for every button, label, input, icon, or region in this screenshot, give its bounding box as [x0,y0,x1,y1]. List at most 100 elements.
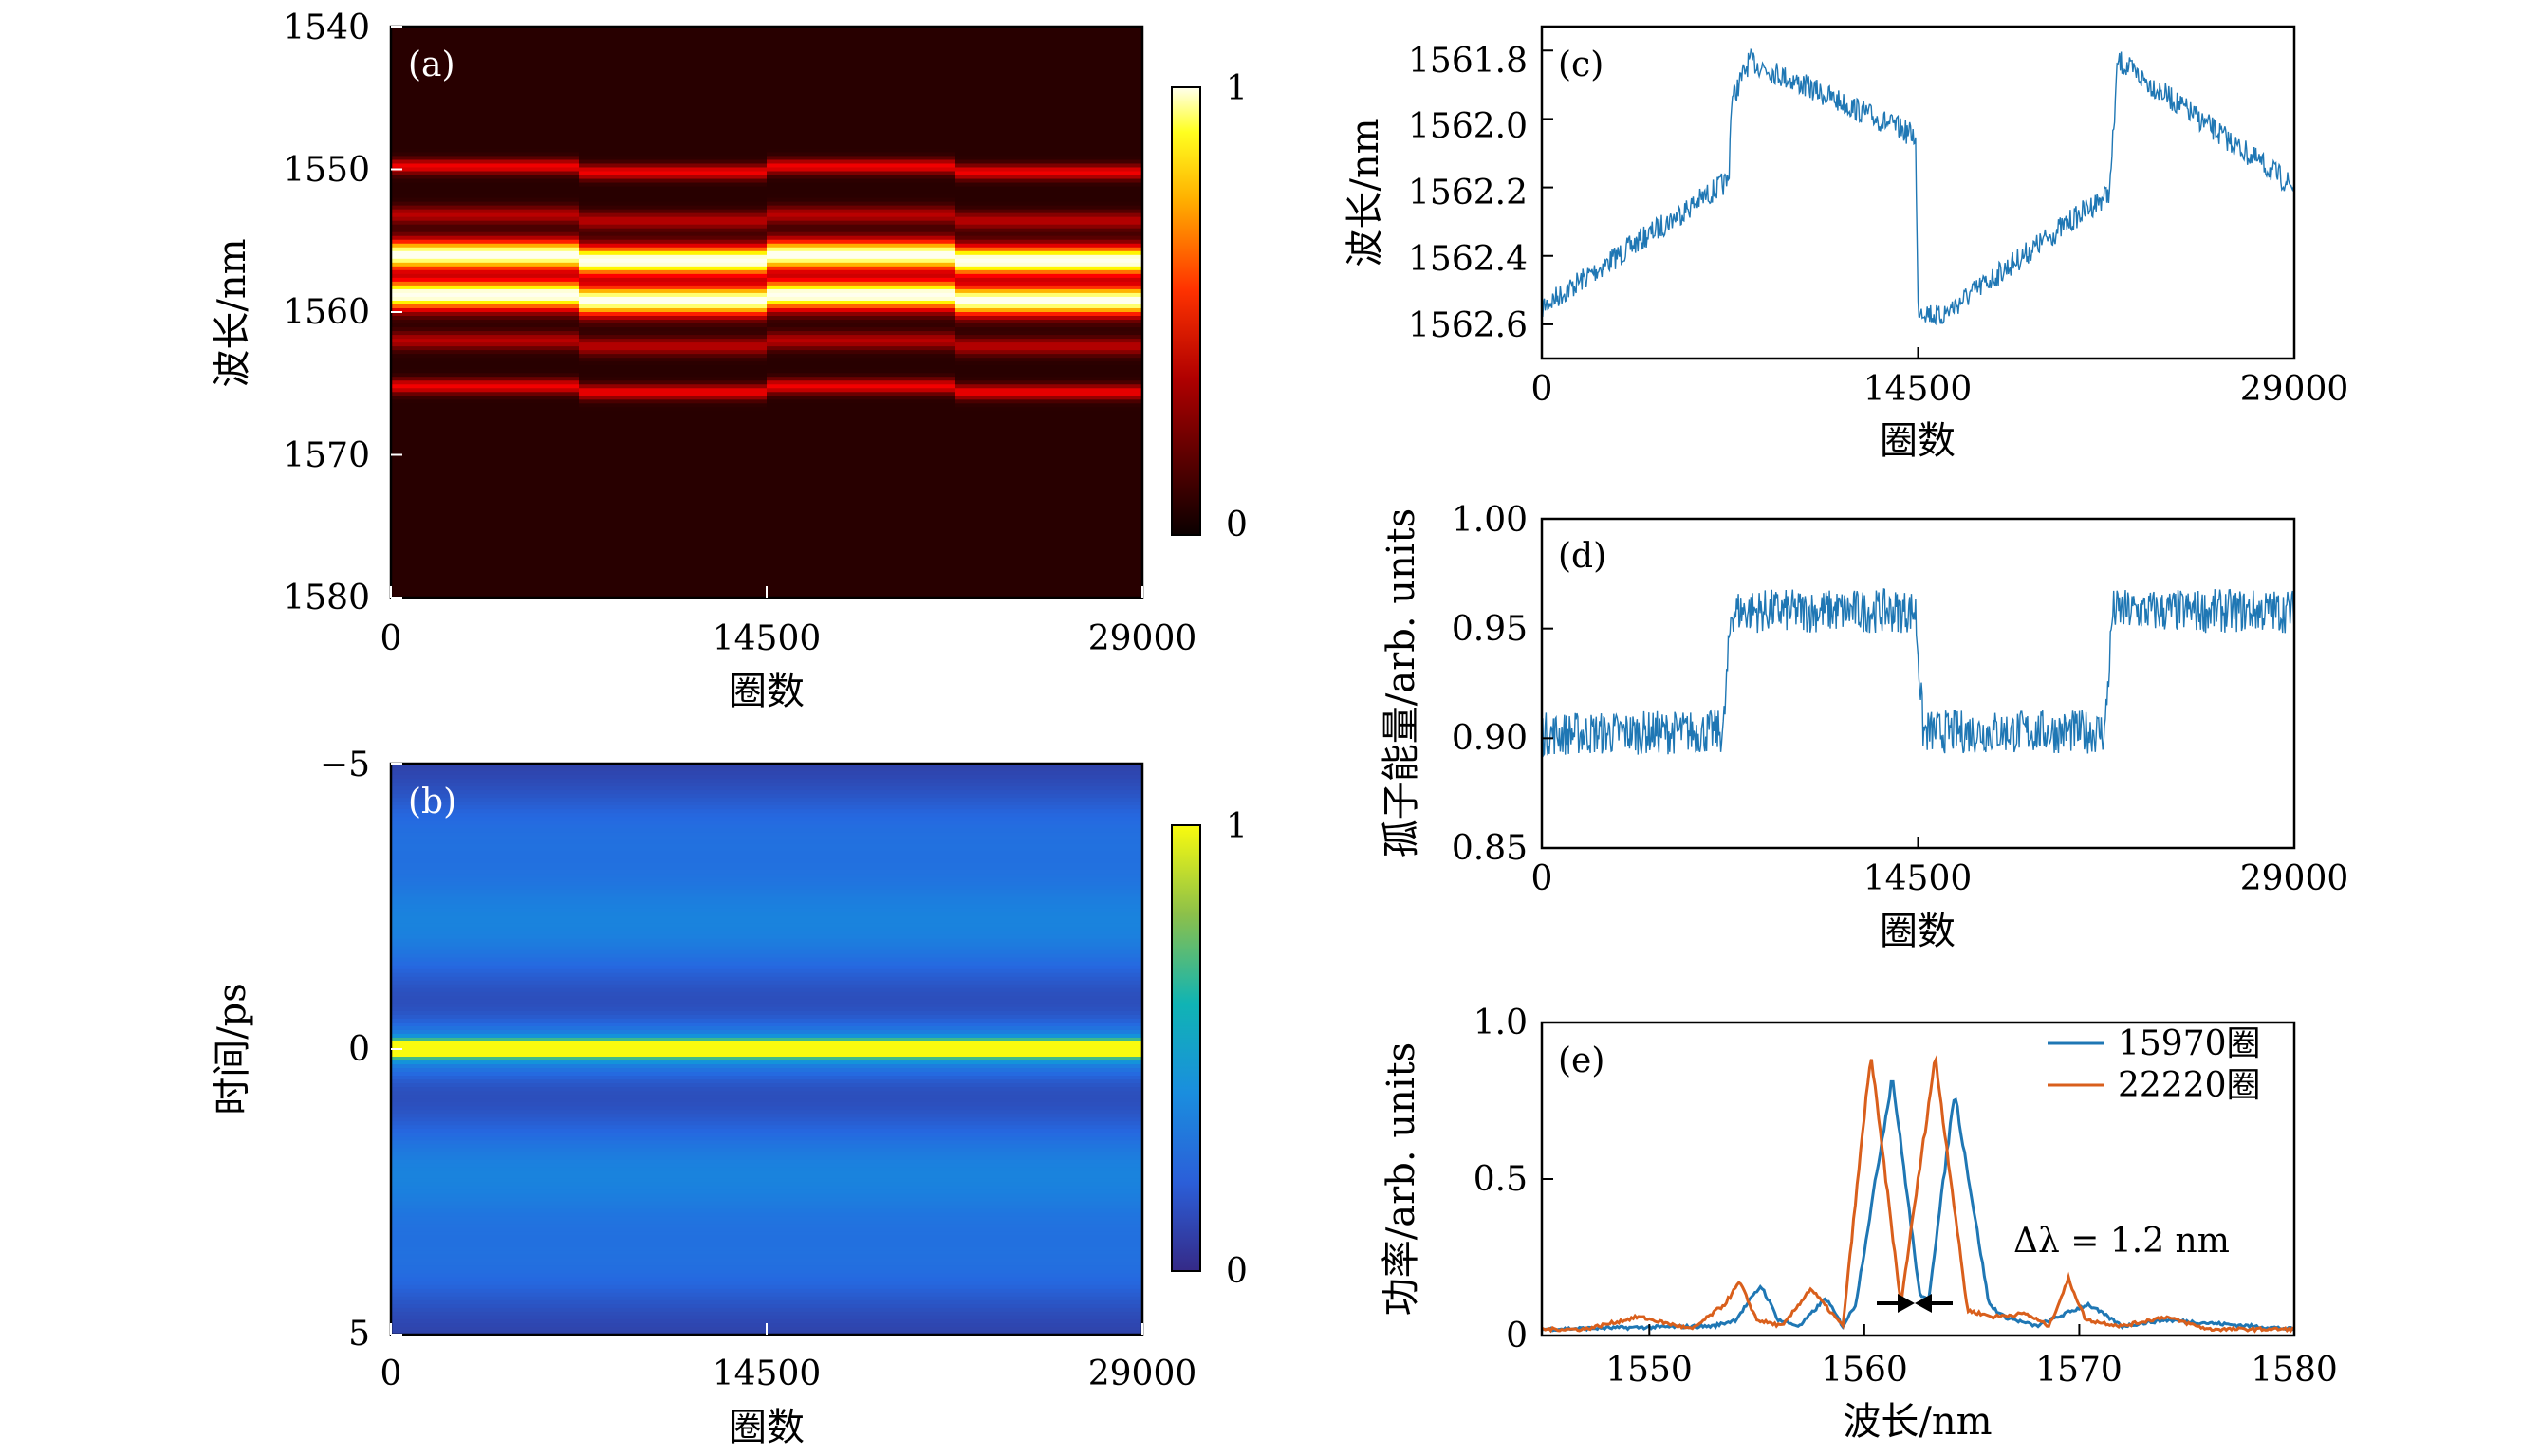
heatmap-cell [579,525,768,530]
heatmap-cell [579,1072,768,1077]
heatmap-cell [767,957,955,963]
heatmap-cell [767,828,955,833]
heatmap-cell [767,159,955,165]
heatmap-cell [767,1136,955,1141]
heatmap-cell [391,1079,580,1084]
heatmap-cell [955,194,1143,199]
heatmap-cell [391,1292,580,1298]
heatmap-cell [579,968,768,974]
heatmap-cell [955,277,1143,283]
heatmap-cell [391,915,580,921]
heatmap-cell [391,1010,580,1016]
heatmap-cell [767,1193,955,1199]
heatmap-cell [955,490,1143,496]
heatmap-cell [955,1041,1143,1046]
heatmap-cell [767,304,955,309]
heatmap-cell [955,422,1143,427]
heatmap-cell [391,296,580,302]
heatmap-cell [391,1205,580,1210]
heatmap-cell [579,49,768,54]
heatmap-cell [955,1095,1143,1099]
heatmap-cell [391,331,580,336]
heatmap-cell [767,114,955,119]
heatmap-cell [767,121,955,126]
heatmap-cell [579,984,768,989]
heatmap-cell [391,877,580,883]
heatmap-cell [767,862,955,867]
heatmap-cell [955,1044,1143,1050]
heatmap-cell [767,528,955,534]
heatmap-cell [955,828,1143,833]
heatmap-cell [955,984,1143,989]
heatmap-cell [579,813,768,818]
heatmap-cell [767,991,955,997]
heatmap-cell [955,106,1143,111]
heatmap-cell [767,1010,955,1016]
heatmap-cell [767,923,955,929]
heatmap-cell [391,1224,580,1229]
heatmap-cell [767,388,955,393]
heatmap-cell [955,411,1143,415]
panel-b-xlabel: 圈数 [729,1406,805,1449]
heatmap-cell [391,384,580,389]
panel-a-y-ticks: 1540 1550 1560 1570 1580 [283,9,370,617]
heatmap-cell [955,118,1143,122]
heatmap-cell [579,1041,768,1046]
heatmap-cell [767,42,955,46]
heatmap-cell [579,938,768,944]
heatmap-cell [955,209,1143,214]
heatmap-cell [391,216,580,222]
heatmap-cell [391,1155,580,1160]
heatmap-cell [955,178,1143,184]
heatmap-cell [767,517,955,523]
heatmap-cell [767,361,955,366]
heatmap-cell [767,839,955,844]
heatmap-cell [767,285,955,290]
heatmap-cell [955,1053,1143,1058]
heatmap-cell [955,399,1143,404]
heatmap-cell [391,49,580,54]
heatmap-cell [391,178,580,184]
heatmap-cell [391,471,580,477]
heatmap-cell [767,205,955,211]
heatmap-cell [955,824,1143,829]
heatmap-cell [579,855,768,859]
heatmap-cell [767,102,955,107]
heatmap-cell [579,80,768,84]
heatmap-cell [391,27,580,31]
heatmap-cell [767,968,955,974]
heatmap-cell [391,479,580,485]
heatmap-cell [579,262,768,267]
heatmap-cell [955,1010,1143,1016]
heatmap-cell [579,437,768,443]
heatmap-cell [391,794,580,799]
heatmap-cell [767,915,955,921]
heatmap-cell [391,38,580,43]
heatmap-cell [955,506,1143,511]
heatmap-cell [955,1243,1143,1248]
heatmap-cell [579,1129,768,1133]
heatmap-cell [391,885,580,891]
heatmap-cell [391,312,580,317]
heatmap-cell [767,212,955,218]
panel-a-xtick-0: 0 [380,619,402,658]
heatmap-cell [767,771,955,776]
heatmap-cell [955,1178,1143,1184]
heatmap-cell [955,475,1143,481]
heatmap-cell [579,456,768,462]
heatmap-cell [391,517,580,523]
heatmap-cell [955,1076,1143,1080]
heatmap-cell [767,53,955,58]
heatmap-cell [579,783,768,787]
heatmap-cell [767,525,955,530]
heatmap-cell [391,212,580,218]
panel-e-ytick-0: 0 [1506,1317,1528,1355]
heatmap-cell [391,1193,580,1199]
heatmap-cell [579,1060,768,1065]
heatmap-cell [579,163,768,169]
heatmap-cell [391,148,580,154]
heatmap-cell [955,1117,1143,1122]
heatmap-cell [767,1064,955,1069]
heatmap-cell [767,1144,955,1149]
heatmap-cell [391,881,580,887]
